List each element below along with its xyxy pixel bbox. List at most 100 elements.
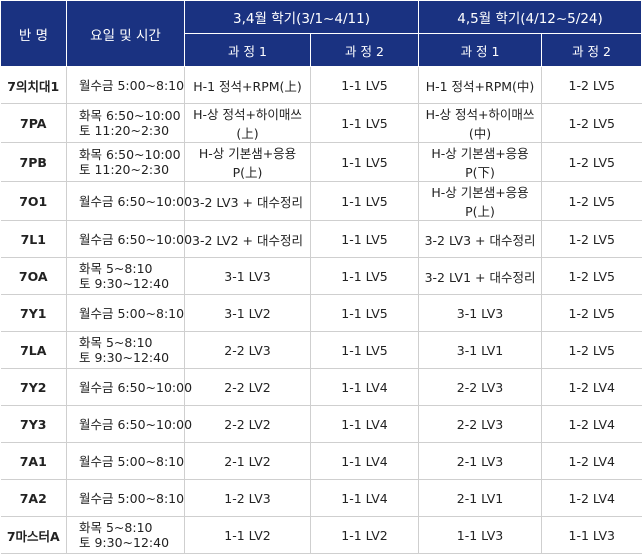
time-line: 월수금 5:00~8:10 bbox=[79, 453, 185, 469]
term2-course1-cell: 2-2 LV3 bbox=[418, 368, 543, 406]
class-name-cell: 7PB bbox=[0, 142, 67, 182]
class-name-cell: 7Y3 bbox=[0, 405, 67, 443]
term2-course2-header: 과 정 2 bbox=[541, 33, 642, 67]
term2-course2-cell: 1-2 LV5 bbox=[541, 257, 642, 295]
time-cell: 월수금 6:50~10:00 bbox=[66, 368, 192, 406]
term1-course1-cell: 2-1 LV2 bbox=[184, 442, 311, 480]
time-line: 토 9:30~12:40 bbox=[79, 535, 170, 550]
time-line: 월수금 6:50~10:00 bbox=[79, 231, 193, 247]
time-line: 월수금 5:00~8:10 bbox=[79, 77, 185, 93]
term1-course1-header: 과 정 1 bbox=[184, 33, 311, 67]
term1-course2-cell: 1-1 LV5 bbox=[310, 103, 420, 143]
term2-course1-cell: 3-1 LV3 bbox=[418, 294, 543, 332]
table-row: 7A2 월수금 5:00~8:10 1-2 LV3 1-1 LV4 2-1 LV1 1-2… bbox=[0, 479, 642, 517]
term1-course1-cell: H-상 기본샘+응용P(上) bbox=[184, 142, 311, 182]
class-name-cell: 7Y1 bbox=[0, 294, 67, 332]
time-cell: 화목 5~8:10 토 9:30~12:40 bbox=[66, 257, 185, 295]
table-row: 7O1 월수금 6:50~10:00 3-2 LV3 + 대수정리 1-1 LV5 H-… bbox=[0, 181, 642, 221]
term1-course1-cell: 3-2 LV2 + 대수정리 bbox=[184, 220, 311, 258]
term1-course2-cell: 1-1 LV5 bbox=[310, 294, 420, 332]
term2-course2-cell: 1-2 LV5 bbox=[541, 103, 642, 143]
term1-course2-cell: 1-1 LV5 bbox=[310, 181, 420, 221]
term2-course2-cell: 1-1 LV3 bbox=[541, 516, 642, 554]
term1-course2-header: 과 정 2 bbox=[309, 33, 420, 67]
class-name-cell: 7Y2 bbox=[0, 368, 67, 406]
term2-course1-cell: 3-1 LV1 bbox=[418, 331, 543, 369]
term1-course1-cell: 3-1 LV3 bbox=[184, 257, 311, 295]
time-line: 토 11:20~2:30 bbox=[79, 162, 170, 177]
table-row: 7Y1 월수금 5:00~8:10 3-1 LV2 1-1 LV5 3-1 LV3 1-2… bbox=[0, 294, 642, 332]
term2-course1-cell: H-1 정석+RPM(中) bbox=[418, 66, 543, 104]
term1-course1-cell: 1-2 LV3 bbox=[184, 479, 311, 517]
term1-course1-cell: H-1 정석+RPM(上) bbox=[184, 66, 311, 104]
time-line: 토 9:30~12:40 bbox=[79, 350, 170, 365]
time-line: 화목 5~8:10 bbox=[79, 520, 153, 535]
term1-course1-cell: H-상 정석+하이매쓰(上) bbox=[184, 103, 311, 143]
table-row: 7L1 월수금 6:50~10:00 3-2 LV2 + 대수정리 1-1 LV5 3-… bbox=[0, 220, 642, 258]
term1-course2-cell: 1-1 LV5 bbox=[310, 142, 420, 182]
table-row: 7PA 화목 6:50~10:00 토 11:20~2:30 H-상 정석+하이매쓰(… bbox=[0, 103, 642, 143]
time-line: 화목 6:50~10:00 bbox=[79, 108, 181, 123]
time-cell: 월수금 6:50~10:00 bbox=[66, 405, 193, 443]
term1-header: 3,4월 학기(3/1~4/11) bbox=[183, 0, 420, 34]
term2-course2-cell: 1-2 LV4 bbox=[541, 479, 642, 517]
class-name-cell: 7A1 bbox=[0, 442, 67, 480]
term1-course2-cell: 1-1 LV4 bbox=[310, 405, 420, 443]
term2-course1-cell: 2-2 LV3 bbox=[418, 405, 543, 443]
time-line: 월수금 6:50~10:00 bbox=[79, 416, 193, 432]
term2-course2-cell: 1-2 LV5 bbox=[541, 294, 642, 332]
time-cell: 월수금 5:00~8:10 bbox=[66, 294, 185, 332]
term1-course2-cell: 1-1 LV5 bbox=[310, 220, 420, 258]
term1-course2-cell: 1-1 LV5 bbox=[310, 257, 420, 295]
table-row: 7LA 화목 5~8:10 토 9:30~12:40 2-2 LV3 1-1 LV5 3-… bbox=[0, 331, 642, 369]
class-name-cell: 7A2 bbox=[0, 479, 67, 517]
term1-course2-cell: 1-1 LV2 bbox=[310, 516, 420, 554]
table-row: 7마스터A 화목 5~8:10 토 9:30~12:40 1-1 LV2 1-1 LV2… bbox=[0, 516, 642, 554]
time-line: 토 11:20~2:30 bbox=[79, 123, 170, 138]
term1-course2-cell: 1-1 LV5 bbox=[310, 66, 420, 104]
term1-course1-cell: 2-2 LV2 bbox=[184, 368, 311, 406]
term2-course2-cell: 1-2 LV5 bbox=[541, 181, 642, 221]
term2-course1-cell: H-상 기본샘+응용P(下) bbox=[418, 142, 543, 182]
time-cell: 화목 5~8:10 토 9:30~12:40 bbox=[66, 516, 185, 554]
class-name-header: 반 명 bbox=[0, 0, 67, 67]
class-name-cell: 7LA bbox=[0, 331, 67, 369]
term1-course1-cell: 3-1 LV2 bbox=[184, 294, 311, 332]
term2-course1-cell: 3-2 LV1 + 대수정리 bbox=[418, 257, 543, 295]
time-line: 화목 5~8:10 bbox=[79, 261, 153, 276]
term2-course1-cell: 1-1 LV3 bbox=[418, 516, 543, 554]
table-row: 7A1 월수금 5:00~8:10 2-1 LV2 1-1 LV4 2-1 LV3 1-2… bbox=[0, 442, 642, 480]
term2-course2-cell: 1-2 LV4 bbox=[541, 442, 642, 480]
time-line: 화목 6:50~10:00 bbox=[79, 147, 181, 162]
time-cell: 월수금 5:00~8:10 bbox=[66, 442, 185, 480]
term2-course2-cell: 1-2 LV5 bbox=[541, 142, 642, 182]
term1-course1-cell: 3-2 LV3 + 대수정리 bbox=[184, 181, 311, 221]
term2-course2-cell: 1-2 LV4 bbox=[541, 405, 642, 443]
time-cell: 화목 6:50~10:00 토 11:20~2:30 bbox=[66, 103, 185, 143]
table-row: 7Y3 월수금 6:50~10:00 2-2 LV2 1-1 LV4 2-2 LV3 1-… bbox=[0, 405, 642, 443]
term1-course1-cell: 1-1 LV2 bbox=[184, 516, 311, 554]
table-row: 7의치대1 월수금 5:00~8:10 H-1 정석+RPM(上) 1-1 LV5 H-… bbox=[0, 66, 642, 104]
class-name-cell: 7O1 bbox=[0, 181, 67, 221]
class-name-cell: 7PA bbox=[0, 103, 67, 143]
time-cell: 월수금 5:00~8:10 bbox=[66, 66, 185, 104]
term2-header: 4,5월 학기(4/12~5/24) bbox=[418, 0, 642, 34]
term1-course2-cell: 1-1 LV4 bbox=[310, 368, 420, 406]
time-header: 요일 및 시간 bbox=[66, 0, 185, 67]
term2-course1-cell: 2-1 LV1 bbox=[418, 479, 543, 517]
time-cell: 월수금 6:50~10:00 bbox=[66, 181, 192, 221]
term1-course1-cell: 2-2 LV3 bbox=[184, 331, 311, 369]
class-name-cell: 7마스터A bbox=[0, 516, 67, 554]
term1-course2-cell: 1-1 LV4 bbox=[310, 479, 420, 517]
time-cell: 월수금 6:50~10:00 bbox=[66, 220, 193, 258]
time-line: 토 9:30~12:40 bbox=[79, 276, 170, 291]
class-name-cell: 7의치대1 bbox=[0, 66, 67, 104]
time-cell: 화목 5~8:10 토 9:30~12:40 bbox=[66, 331, 185, 369]
time-line: 화목 5~8:10 bbox=[79, 335, 153, 350]
time-line: 월수금 5:00~8:10 bbox=[79, 305, 185, 321]
table-row: 7Y2 월수금 6:50~10:00 2-2 LV2 1-1 LV4 2-2 LV3 1-… bbox=[0, 368, 642, 406]
time-cell: 화목 6:50~10:00 토 11:20~2:30 bbox=[66, 142, 185, 182]
table-row: 7PB 화목 6:50~10:00 토 11:20~2:30 H-상 기본샘+응용P(… bbox=[0, 142, 642, 182]
term2-course1-cell: H-상 정석+하이매쓰(中) bbox=[418, 103, 543, 143]
